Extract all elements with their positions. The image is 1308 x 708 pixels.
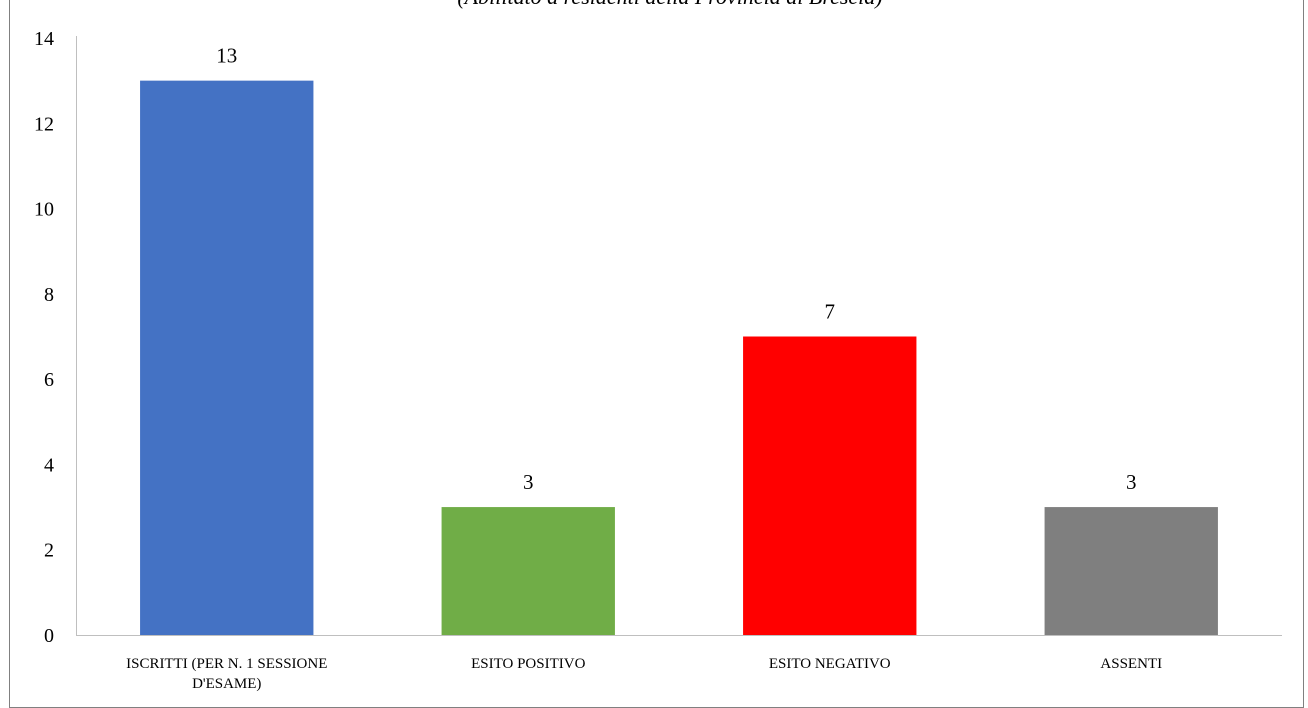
bar-value-label: 13 xyxy=(216,44,237,68)
data-labels: 13 3 7 3 xyxy=(216,44,1136,494)
bar xyxy=(140,80,314,635)
bar-series xyxy=(140,80,1218,635)
bar-value-label: 3 xyxy=(1126,470,1137,494)
bar xyxy=(441,507,615,635)
bar-value-label: 7 xyxy=(825,300,836,324)
y-tick-label: 8 xyxy=(44,284,54,306)
x-tick-label: ASSENTI xyxy=(1100,656,1162,672)
y-tick-label: 10 xyxy=(34,199,54,221)
y-axis-ticks: 0 2 4 6 8 10 12 14 xyxy=(34,28,54,647)
bar xyxy=(1044,507,1218,635)
x-axis-labels: ISCRITTI (PER N. 1 SESSIONE D'ESAME) ESITO… xyxy=(126,656,1162,692)
bar-value-label: 3 xyxy=(523,470,534,494)
y-tick-label: 4 xyxy=(44,454,54,476)
bar xyxy=(743,336,917,635)
y-tick-label: 2 xyxy=(44,540,54,562)
y-tick-label: 14 xyxy=(34,28,54,50)
chart-title: (Abilitato a residenti della Provincia d… xyxy=(457,0,882,9)
y-tick-label: 0 xyxy=(44,625,54,647)
x-tick-label: ESITO POSITIVO xyxy=(471,656,585,672)
x-tick-label: ISCRITTI (PER N. 1 SESSIONE xyxy=(126,656,327,672)
x-tick-label: ESITO NEGATIVO xyxy=(769,656,891,672)
y-tick-label: 12 xyxy=(34,113,54,135)
y-tick-label: 6 xyxy=(44,369,54,391)
x-tick-label: D'ESAME) xyxy=(192,676,261,692)
